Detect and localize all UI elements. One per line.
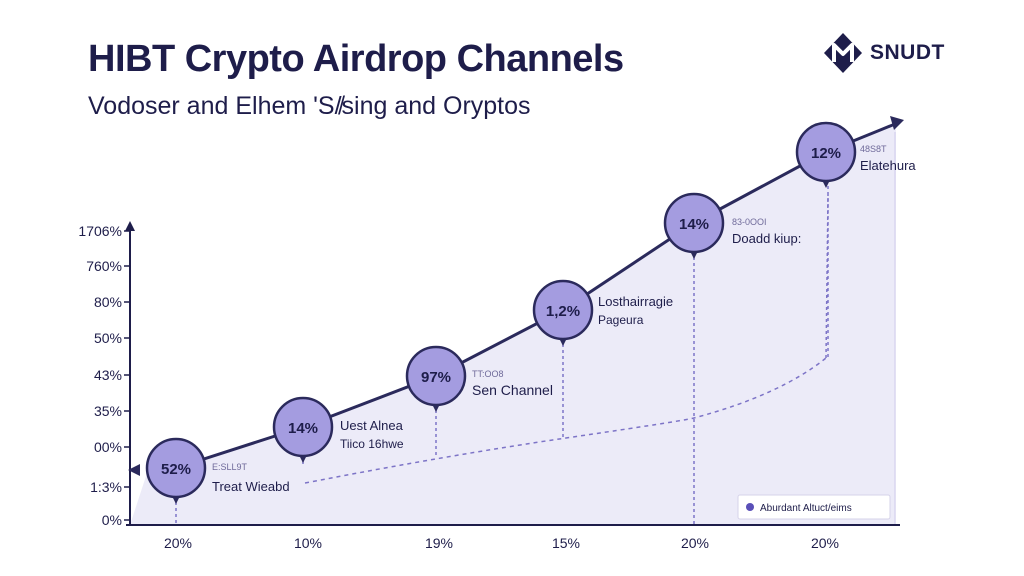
annotation-small-text: 83-0OOI	[732, 217, 767, 227]
y-axis-arrow-icon	[125, 221, 135, 231]
data-point-label: 1,2%	[546, 303, 580, 320]
annotation-text: Uest Alnea	[340, 418, 404, 433]
data-point-label: 14%	[288, 420, 318, 437]
y-tick-label: 50%	[94, 330, 122, 346]
x-tick-label: 15%	[552, 535, 580, 551]
logo-text: SNUDT	[870, 41, 945, 64]
annotation-small-text: 48S8T	[860, 144, 887, 154]
data-point-label: 52%	[161, 461, 191, 478]
data-point-marker	[272, 396, 334, 458]
data-point-label: 12%	[811, 145, 841, 162]
chart-title: HIBT Crypto Airdrop Channels	[88, 38, 624, 80]
data-point-marker	[663, 192, 725, 254]
annotation-text: Elatehura	[860, 158, 916, 173]
data-point-marker	[532, 279, 594, 341]
data-point-label: 97%	[421, 369, 451, 386]
annotation-text: Losthairragie	[598, 294, 673, 309]
data-point-marker	[405, 345, 467, 407]
y-tick-label: 35%	[94, 403, 122, 419]
annotation-small-text: TT:OO8	[472, 369, 504, 379]
y-tick-label: 1706%	[78, 223, 122, 239]
x-tick-label: 10%	[294, 535, 322, 551]
annotation-text: Sen Channel	[472, 382, 553, 398]
data-point: 1,2%	[532, 279, 594, 346]
data-point-marker	[145, 437, 207, 499]
x-tick-label: 20%	[681, 535, 709, 551]
x-tick-label: 20%	[811, 535, 839, 551]
trend-dashed-line	[304, 357, 827, 484]
y-tick-label: 0%	[102, 512, 122, 528]
legend-label: Aburdant Altuct/eims	[760, 503, 852, 514]
annotation-text: Doadd kiup:	[732, 231, 801, 246]
line-arrow-icon	[890, 116, 904, 130]
legend-box	[737, 494, 891, 520]
data-point: 97%	[405, 345, 467, 412]
data-point: 14%	[663, 192, 725, 259]
data-point: 14%	[272, 396, 334, 463]
x-tick-label: 20%	[164, 535, 192, 551]
data-point-label: 14%	[679, 216, 709, 233]
data-point: 52%	[145, 437, 207, 504]
chart-subtitle: Vodoser and Elhem 'S/̸sing and Oryptos	[88, 92, 531, 120]
left-arrow-icon	[128, 464, 140, 476]
y-tick-label: 80%	[94, 294, 122, 310]
annotation-small-text: E:SLL9T	[212, 462, 248, 472]
annotation-text: Tiico 16hwe	[340, 437, 404, 451]
annotation-text: Treat Wieabd	[212, 479, 290, 494]
y-tick-label: 00%	[94, 439, 122, 455]
brand-logo: SNUDT	[822, 32, 945, 74]
data-point-marker	[795, 121, 857, 183]
y-tick-label: 1:3%	[90, 479, 122, 495]
y-tick-label: 43%	[94, 367, 122, 383]
legend: Aburdant Altuct/eims	[737, 494, 891, 520]
legend-swatch	[746, 503, 754, 511]
data-point: 12%	[795, 121, 857, 188]
annotation-text: Pageura	[598, 313, 644, 327]
hexagon-logo-icon	[824, 33, 862, 73]
y-tick-label: 760%	[86, 258, 122, 274]
x-tick-label: 19%	[425, 535, 453, 551]
